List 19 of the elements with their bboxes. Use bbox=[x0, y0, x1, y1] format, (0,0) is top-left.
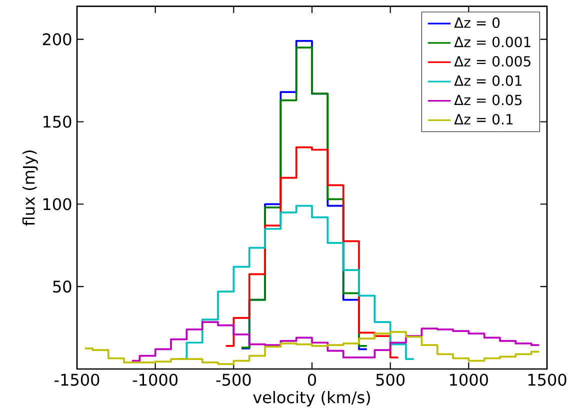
x-tick-label: -1500 bbox=[54, 374, 100, 386]
x-tick-label: -1000 bbox=[132, 374, 178, 386]
y-tick-label: 150 bbox=[44, 116, 72, 128]
x-tick-label: 1500 bbox=[528, 374, 566, 386]
legend-label: Δz = 0.05 bbox=[454, 94, 522, 106]
legend-label: Δz = 0 bbox=[454, 17, 500, 28]
x-tick-label: 0 bbox=[308, 374, 316, 386]
x-tick-label: 500 bbox=[376, 374, 405, 386]
x-tick-label: -500 bbox=[216, 374, 251, 386]
y-axis-title: flux (mJy) bbox=[22, 150, 38, 226]
legend-label: Δz = 0.005 bbox=[454, 56, 530, 67]
legend-label: Δz = 0.01 bbox=[454, 75, 522, 86]
y-tick-label: 50 bbox=[53, 280, 72, 293]
x-axis-title: velocity (km/s) bbox=[253, 390, 370, 406]
legend-label: Δz = 0.1 bbox=[454, 114, 513, 125]
y-tick-label: 200 bbox=[42, 33, 72, 46]
legend-label: Δz = 0.001 bbox=[454, 36, 530, 48]
y-tick-label: 100 bbox=[44, 198, 72, 210]
x-tick-label: 1000 bbox=[450, 374, 488, 386]
